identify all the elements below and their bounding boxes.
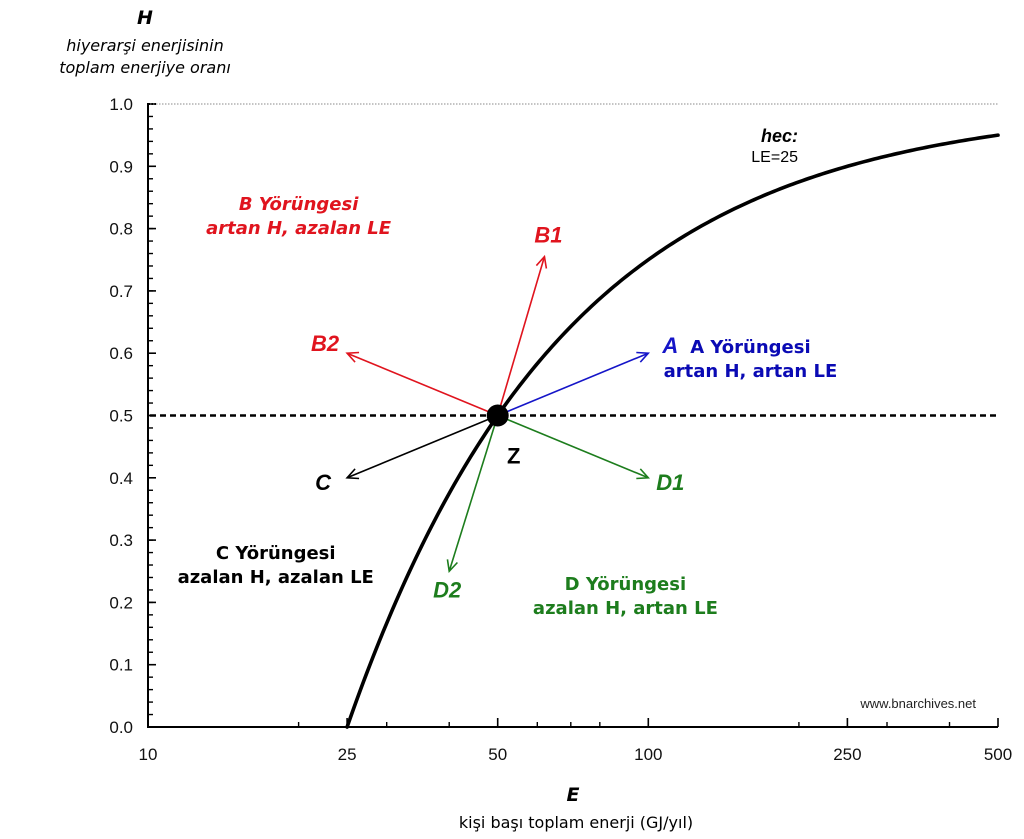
y-tick-label: 0.7: [109, 282, 133, 301]
y-axis-variable: H: [137, 7, 153, 29]
x-tick-label: 10: [139, 745, 158, 764]
y-axis-label-line-2: toplam enerjiye oranı: [59, 58, 231, 77]
arrowhead-d2: [446, 559, 458, 574]
arrowhead-a: [636, 351, 651, 363]
arrow-label-b1: B1: [534, 223, 562, 248]
y-tick-label: 0.3: [109, 531, 133, 550]
reference-lines: [150, 103, 998, 417]
axes: 0.0 0.1 0.2 0.3 0.4 0.5 0.6 0.7 0.8 0.9 1.0 10 25 50 1…: [109, 95, 1012, 764]
arrow-a: [497, 352, 649, 417]
arrowhead-c: [345, 468, 360, 480]
series-hec-line: [345, 133, 1000, 729]
y-tick-label: 0.6: [109, 344, 133, 363]
curve-annotation-subtitle: LE=25: [751, 149, 798, 166]
origin-point-z: [486, 404, 509, 427]
curve-annotation-title: hec:: [761, 126, 798, 146]
region-c-label-line-1: C Yörüngesi: [216, 543, 336, 564]
x-tick-label: 50: [488, 745, 507, 764]
arrows-layer: A B1 B2 C D1 D2 Z: [311, 223, 684, 603]
region-labels-layer: A Yörüngesi artan H, artan LE B Yörüngesi a…: [178, 194, 838, 619]
y-tick-label: 0.8: [109, 220, 133, 239]
region-d-label-line-1: D Yörüngesi: [565, 574, 686, 595]
arrow-b1: [496, 256, 546, 416]
x-axis-label: kişi başı toplam enerji (GJ/yıl): [459, 813, 693, 832]
arrow-d2: [448, 415, 499, 572]
x-tick-label: 250: [833, 745, 861, 764]
arrow-c: [346, 414, 499, 479]
y-axis-label-line-1: hiyerarşi enerjisinin: [66, 36, 224, 55]
arrowhead-b2: [345, 351, 360, 363]
arrow-label-a: A: [661, 333, 678, 358]
arrowhead-b1: [535, 254, 548, 269]
x-axis-variable: E: [567, 784, 580, 806]
region-d-label-line-2: azalan H, artan LE: [533, 598, 718, 619]
region-b-label-line-2: artan H, azalan LE: [206, 218, 392, 239]
region-a-label-line-2: artan H, artan LE: [664, 361, 838, 382]
origin-point-label: Z: [507, 444, 520, 469]
region-b-label-line-1: B Yörüngesi: [239, 194, 359, 215]
arrow-label-d1: D1: [656, 470, 684, 495]
y-tick-label: 0.9: [109, 157, 133, 176]
y-tick-label: 0.5: [109, 407, 133, 426]
y-tick-label: 0.4: [109, 469, 133, 488]
arrowhead-d1: [636, 468, 651, 480]
arrow-label-d2: D2: [433, 577, 462, 602]
source-credit: www.bnarchives.net: [859, 696, 976, 711]
y-tick-label: 1.0: [109, 95, 133, 114]
x-tick-label: 25: [338, 745, 357, 764]
arrow-label-c: C: [315, 470, 332, 495]
y-tick-label: 0.0: [109, 718, 133, 737]
region-a-label-line-1: A Yörüngesi: [690, 337, 810, 358]
x-tick-label: 100: [634, 745, 662, 764]
y-tick-label: 0.2: [109, 593, 133, 612]
arrow-d1: [497, 414, 649, 479]
hec-curve-layer: [345, 133, 1000, 729]
region-c-label-line-2: azalan H, azalan LE: [178, 567, 374, 588]
arrow-label-b2: B2: [311, 331, 340, 356]
y-tick-label: 0.1: [109, 656, 133, 675]
x-tick-label: 500: [984, 745, 1012, 764]
arrow-b2: [346, 352, 499, 417]
